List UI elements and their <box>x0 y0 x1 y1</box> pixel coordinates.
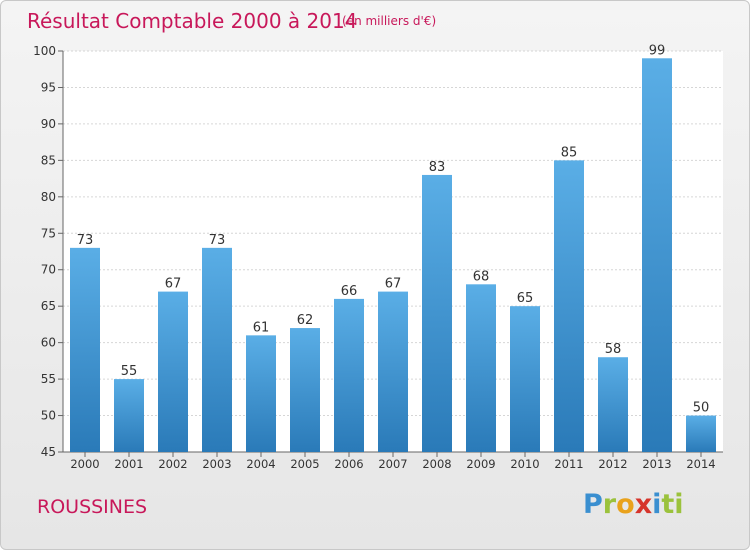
commune-name: ROUSSINES <box>37 496 148 518</box>
y-tick-label: 45 <box>41 445 56 459</box>
y-tick-label: 70 <box>41 263 56 277</box>
y-tick-label: 50 <box>41 409 56 423</box>
bar-value-label: 61 <box>253 320 270 335</box>
chart-subtitle: (en milliers d'€) <box>342 14 437 28</box>
y-tick-label: 95 <box>41 80 56 94</box>
x-tick-label: 2000 <box>70 457 99 471</box>
bar-value-label: 58 <box>605 342 622 357</box>
bar-value-label: 65 <box>517 291 534 306</box>
bar <box>334 298 364 452</box>
y-tick-label: 80 <box>41 190 56 204</box>
bar <box>686 415 716 452</box>
y-tick-label: 90 <box>41 117 56 131</box>
bar <box>642 58 672 453</box>
bar-value-label: 83 <box>429 160 446 175</box>
bar <box>598 357 628 452</box>
bar-value-label: 62 <box>297 313 314 328</box>
y-tick-label: 65 <box>41 299 56 313</box>
bar <box>158 291 188 452</box>
y-tick-label: 100 <box>33 44 56 58</box>
bar <box>246 335 276 452</box>
x-tick-label: 2004 <box>246 457 275 471</box>
bar-value-label: 73 <box>209 233 226 248</box>
chart-title: Résultat Comptable 2000 à 2014 <box>27 9 358 33</box>
x-tick-label: 2001 <box>114 457 143 471</box>
x-tick-label: 2002 <box>158 457 187 471</box>
x-tick-label: 2013 <box>642 457 671 471</box>
x-tick-label: 2005 <box>290 457 319 471</box>
x-tick-label: 2014 <box>686 457 715 471</box>
bar-value-label: 55 <box>121 364 138 379</box>
proxiti-logo: Proxiti <box>583 489 684 520</box>
bar <box>290 328 320 452</box>
bar-value-label: 68 <box>473 269 490 284</box>
bar <box>70 247 100 452</box>
bar <box>422 174 452 453</box>
bar-value-label: 67 <box>165 277 182 292</box>
x-tick-label: 2011 <box>554 457 583 471</box>
x-tick-label: 2009 <box>466 457 495 471</box>
bar <box>510 306 540 452</box>
bar-value-label: 66 <box>341 284 358 299</box>
bar <box>466 284 496 452</box>
y-tick-label: 55 <box>41 372 56 386</box>
y-tick-label: 60 <box>41 336 56 350</box>
bar-value-label: 99 <box>649 43 666 58</box>
bar-value-label: 73 <box>77 233 94 248</box>
x-tick-label: 2008 <box>422 457 451 471</box>
x-tick-label: 2010 <box>510 457 539 471</box>
bar <box>554 160 584 452</box>
x-tick-label: 2007 <box>378 457 407 471</box>
x-tick-label: 2012 <box>598 457 627 471</box>
y-tick-label: 75 <box>41 226 56 240</box>
bar <box>114 379 144 452</box>
bar-value-label: 85 <box>561 145 578 160</box>
bar <box>378 291 408 452</box>
x-tick-label: 2003 <box>202 457 231 471</box>
y-tick-label: 85 <box>41 153 56 167</box>
x-tick-label: 2006 <box>334 457 363 471</box>
bar-value-label: 67 <box>385 277 402 292</box>
bar-value-label: 50 <box>693 401 710 416</box>
bar <box>202 247 232 452</box>
